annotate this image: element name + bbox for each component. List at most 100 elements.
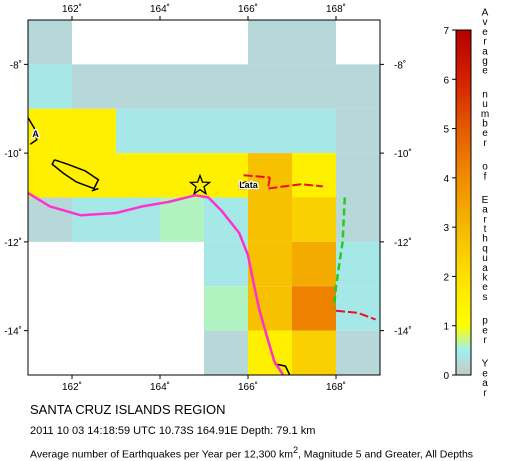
heatmap-cell bbox=[116, 108, 160, 154]
colorbar-gradient bbox=[455, 29, 472, 376]
colorbar: 0 1 2 3 4 5 6 7 A v e r a g e n u m b e r o f E a r t h q u a k e s p e r Y e a… bbox=[443, 8, 489, 399]
heatmap-cell bbox=[116, 153, 160, 198]
colorbar-tick-label: 0 bbox=[443, 371, 449, 382]
x-tick-label-bottom: 162˚ bbox=[62, 381, 82, 393]
colorbar-tick-label: 7 bbox=[443, 26, 449, 37]
x-tick-label-top: 166˚ bbox=[238, 3, 258, 15]
coastline bbox=[27, 117, 38, 145]
heatmap-cell bbox=[292, 286, 336, 331]
heatmap-cell bbox=[204, 64, 248, 109]
heatmap-cell bbox=[248, 197, 292, 242]
heatmap-cell bbox=[116, 64, 160, 109]
average-caption: Average number of Earthquakes per Year p… bbox=[30, 445, 473, 461]
heatmap-cell bbox=[336, 108, 380, 154]
heatmap-cell bbox=[72, 108, 116, 154]
plate-boundary-line bbox=[27, 192, 285, 376]
heatmap-cell bbox=[160, 64, 204, 109]
x-tick-label-top: 164˚ bbox=[150, 3, 170, 15]
heatmap-cell bbox=[160, 108, 204, 154]
y-tick-label-right: -8˚ bbox=[394, 59, 406, 71]
y-tick-label-right: -12˚ bbox=[394, 237, 412, 249]
place-label-a: A bbox=[32, 129, 39, 139]
heatmap-cell bbox=[28, 153, 72, 198]
heatmap-cell bbox=[292, 20, 336, 65]
y-tick-label-left: -10˚ bbox=[4, 148, 22, 160]
heatmap-cell bbox=[292, 241, 336, 287]
region-title: SANTA CRUZ ISLANDS REGION bbox=[30, 402, 226, 417]
average-caption-superscript: 2 bbox=[293, 445, 298, 455]
heatmap-cell bbox=[336, 241, 380, 287]
subduction-trench-line bbox=[243, 174, 271, 179]
heatmap-cell bbox=[72, 197, 116, 242]
coastline bbox=[274, 363, 291, 376]
spreading-ridge-line bbox=[332, 197, 347, 309]
colorbar-tick-label: 5 bbox=[443, 125, 449, 136]
heatmap-cell bbox=[248, 20, 292, 65]
tectonic-lines bbox=[27, 117, 376, 376]
heatmap-cell bbox=[292, 330, 336, 375]
heatmap-cell bbox=[248, 330, 292, 375]
x-tick-label-bottom: 166˚ bbox=[238, 381, 258, 393]
map-border bbox=[27, 19, 381, 376]
heatmap-cell bbox=[292, 153, 336, 198]
y-tick-label-left: -14˚ bbox=[4, 326, 22, 338]
heatmap-cell bbox=[204, 153, 248, 198]
event-details: 2011 10 03 14:18:59 UTC 10.73S 164.91E D… bbox=[30, 425, 316, 437]
heatmap-cell bbox=[160, 197, 204, 242]
heatmap-cell bbox=[204, 330, 248, 375]
heatmap-cell bbox=[248, 64, 292, 109]
epicenter-star-icon bbox=[188, 173, 212, 196]
y-tick-label-right: -10˚ bbox=[394, 148, 412, 160]
heatmap-cell bbox=[28, 197, 72, 242]
x-tick-label-top: 168˚ bbox=[326, 3, 346, 15]
heatmap-cell bbox=[336, 286, 380, 331]
subduction-trench-line bbox=[266, 177, 323, 190]
place-label-lata: Lata bbox=[239, 180, 259, 190]
heatmap-cell bbox=[336, 330, 380, 375]
x-tick-label-bottom: 168˚ bbox=[326, 381, 346, 393]
heatmap-cell bbox=[292, 108, 336, 154]
heatmap-cell bbox=[204, 108, 248, 154]
place-labels: Lata A bbox=[31, 128, 260, 192]
heatmap-cell bbox=[248, 241, 292, 287]
colorbar-tick-label: 4 bbox=[443, 174, 449, 185]
average-caption-prefix: Average number of Earthquakes per Year p… bbox=[30, 448, 294, 461]
colorbar-tick-label: 6 bbox=[443, 75, 449, 86]
heatmap-cell bbox=[28, 64, 72, 109]
coastline bbox=[91, 187, 99, 192]
y-tick-label-left: -8˚ bbox=[10, 59, 22, 71]
heatmap-cell bbox=[336, 64, 380, 109]
heatmap-cell bbox=[248, 108, 292, 154]
map-frame bbox=[27, 19, 381, 376]
colorbar-tick-label: 1 bbox=[443, 322, 449, 333]
heatmap-cell bbox=[204, 286, 248, 331]
heatmap-cell bbox=[292, 197, 336, 242]
heatmap-cell bbox=[160, 153, 204, 198]
average-caption-suffix: , Magnitude 5 and Greater, All Depths bbox=[297, 448, 474, 461]
heatmap-cell bbox=[204, 241, 248, 287]
heatmap-cell bbox=[28, 20, 72, 65]
colorbar-tick-label: 3 bbox=[443, 223, 449, 234]
colorbar-tick-label: 2 bbox=[443, 272, 449, 283]
coastline bbox=[238, 180, 247, 190]
x-tick-label-top: 162˚ bbox=[62, 3, 82, 15]
heatmap-cell bbox=[248, 153, 292, 198]
x-tick-label-bottom: 164˚ bbox=[150, 381, 170, 393]
heatmap-cell bbox=[336, 153, 380, 198]
heatmap-cell bbox=[72, 64, 116, 109]
coastline bbox=[51, 159, 100, 190]
subduction-trench-line bbox=[335, 309, 376, 321]
y-tick-label-right: -14˚ bbox=[394, 326, 412, 338]
map-axes: 162˚ 162˚ 164˚ 164˚ 166˚ 166˚ 168˚ 168˚ -8˚ -8˚ -1… bbox=[4, 3, 412, 393]
y-tick-label-left: -12˚ bbox=[4, 237, 22, 249]
heatmap-cell bbox=[292, 64, 336, 109]
heatmap-grid bbox=[28, 20, 380, 375]
